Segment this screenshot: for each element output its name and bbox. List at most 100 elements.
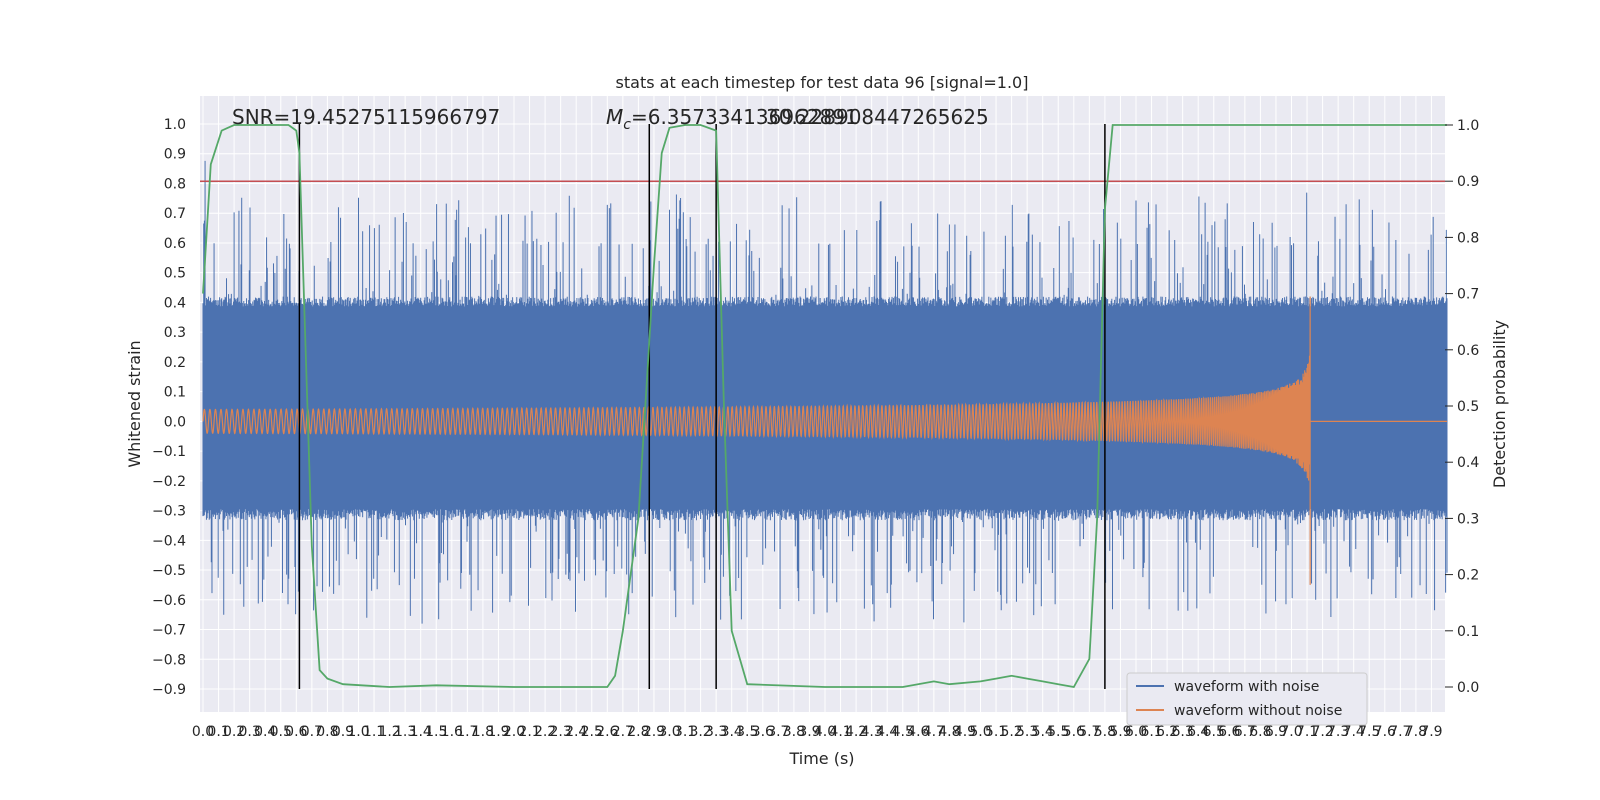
x-tick-label: 2.2 [534,724,556,740]
y2-tick-label: 0.1 [1457,624,1479,640]
y2-tick-label: 0.2 [1457,568,1479,584]
detection-markers [200,124,1445,689]
x-tick-label: 5.1 [985,724,1007,740]
x-tick-label: 4.9 [954,724,976,740]
x-tick-label: 7.5 [1358,724,1380,740]
x-tick-label: 4.5 [892,724,914,740]
y-tick-label: −0.9 [152,682,186,698]
clean-series [202,296,1447,585]
x-tick-label: 3.5 [736,724,758,740]
y2-tick-label: 0.9 [1457,174,1479,190]
x-tick-label: 3.2 [689,724,711,740]
probability-series [202,124,1447,689]
x-tick-label: 1.6 [441,724,463,740]
x-tick-label: 7.2 [1311,724,1333,740]
x-tick-label: 0.4 [254,724,276,740]
x-tick-label: 1.2 [378,724,400,740]
x-tick-label: 3.4 [721,724,743,740]
mc-annotation: Mc=6.357334136962891 [606,105,858,133]
x-tick-label: 4.2 [845,724,867,740]
y-tick-label: 0.7 [164,206,186,222]
x-tick-label: 7.0 [1280,724,1302,740]
y2-tick-label: 0.5 [1457,399,1479,415]
x-tick-label: 5.9 [1109,724,1131,740]
x-tick-label: 6.9 [1265,724,1287,740]
x-tick-label: 4.4 [876,724,898,740]
x-tick-label: 6.2 [1156,724,1178,740]
x-tick-label: 3.6 [752,724,774,740]
x-tick-label: 0.2 [223,724,245,740]
x-tick-label: 0.5 [270,724,292,740]
x-tick-label: 5.5 [1047,724,1069,740]
x-tick-label: 1.5 [425,724,447,740]
x-tick-label: 2.9 [643,724,665,740]
x-tick-label: 0.0 [192,724,214,740]
x-tick-label: 1.1 [363,724,385,740]
y-tick-label: 0.5 [164,266,186,282]
legend-label-noise: waveform with noise [1174,679,1319,695]
x-tick-label: 7.6 [1374,724,1396,740]
x-tick-label: 1.0 [347,724,369,740]
y-tick-label: −0.3 [152,504,186,520]
x-tick-label: 6.8 [1249,724,1271,740]
y-tick-label: −0.2 [152,474,186,490]
x-tick-label: 0.8 [316,724,338,740]
x-tick-label: 5.2 [1000,724,1022,740]
y2-tick-labels: 1.0 0.9 0.8 0.7 0.6 0.5 0.4 0.3 0.2 0.1 0.0 [1445,118,1479,696]
x-tick-label: 4.3 [861,724,883,740]
y-tick-label: −0.4 [152,533,186,549]
y-tick-label: 0.8 [164,176,186,192]
mc-subscript: c [623,117,631,133]
chart-title: stats at each timestep for test data 96 … [616,73,1029,92]
y-tick-label: 0.9 [164,147,186,163]
overlap-annotation: 30.228908447265625 [766,105,989,129]
x-tick-label: 2.4 [565,724,587,740]
y-tick-label: 0.0 [164,414,186,430]
y2-tick-label: 0.0 [1457,680,1479,696]
x-tick-label: 2.1 [518,724,540,740]
x-tick-label: 3.9 [798,724,820,740]
y-tick-label: 0.1 [164,385,186,401]
x-tick-label: 4.7 [923,724,945,740]
y-tick-label: −0.8 [152,652,186,668]
y-tick-label: −0.5 [152,563,186,579]
x-tick-label: 6.1 [1140,724,1162,740]
x-tick-label: 7.3 [1327,724,1349,740]
y2-tick-label: 0.3 [1457,511,1479,527]
x-tick-label: 6.3 [1172,724,1194,740]
x-tick-label: 1.7 [456,724,478,740]
x-tick-label: 3.3 [705,724,727,740]
x-tick-label: 5.7 [1078,724,1100,740]
x-tick-label: 0.6 [285,724,307,740]
x-tick-label: 4.0 [814,724,836,740]
x-tick-label: 1.4 [410,724,432,740]
x-tick-label: 7.8 [1405,724,1427,740]
x-tick-label: 4.8 [938,724,960,740]
x-tick-label: 6.4 [1187,724,1209,740]
y-tick-label: −0.7 [152,623,186,639]
x-tick-label: 2.8 [627,724,649,740]
y2-tick-label: 0.4 [1457,455,1479,471]
x-tick-label: 7.4 [1343,724,1365,740]
y-tick-label: 0.6 [164,236,186,252]
x-tick-label: 0.1 [207,724,229,740]
x-tick-label: 2.3 [550,724,572,740]
x-tick-label: 5.4 [1032,724,1054,740]
x-tick-label: 3.1 [674,724,696,740]
x-tick-label: 5.0 [969,724,991,740]
legend-box [1126,672,1368,726]
mc-value: =6.357334136962891 [631,105,858,129]
x-tick-label: 0.9 [332,724,354,740]
x-tick-label: 4.6 [907,724,929,740]
y-tick-label: −0.6 [152,593,186,609]
x-tick-label: 7.7 [1389,724,1411,740]
y2-axis-label: Detection probability [1490,320,1509,488]
x-tick-label: 7.1 [1296,724,1318,740]
y-tick-label: 0.3 [164,325,186,341]
y-tick-label: 0.2 [164,355,186,371]
x-tick-label: 6.6 [1218,724,1240,740]
y-tick-label: 0.4 [164,295,186,311]
x-tick-label: 3.7 [767,724,789,740]
x-axis-label: Time (s) [788,749,854,768]
clean-waveform-line [202,296,1447,585]
